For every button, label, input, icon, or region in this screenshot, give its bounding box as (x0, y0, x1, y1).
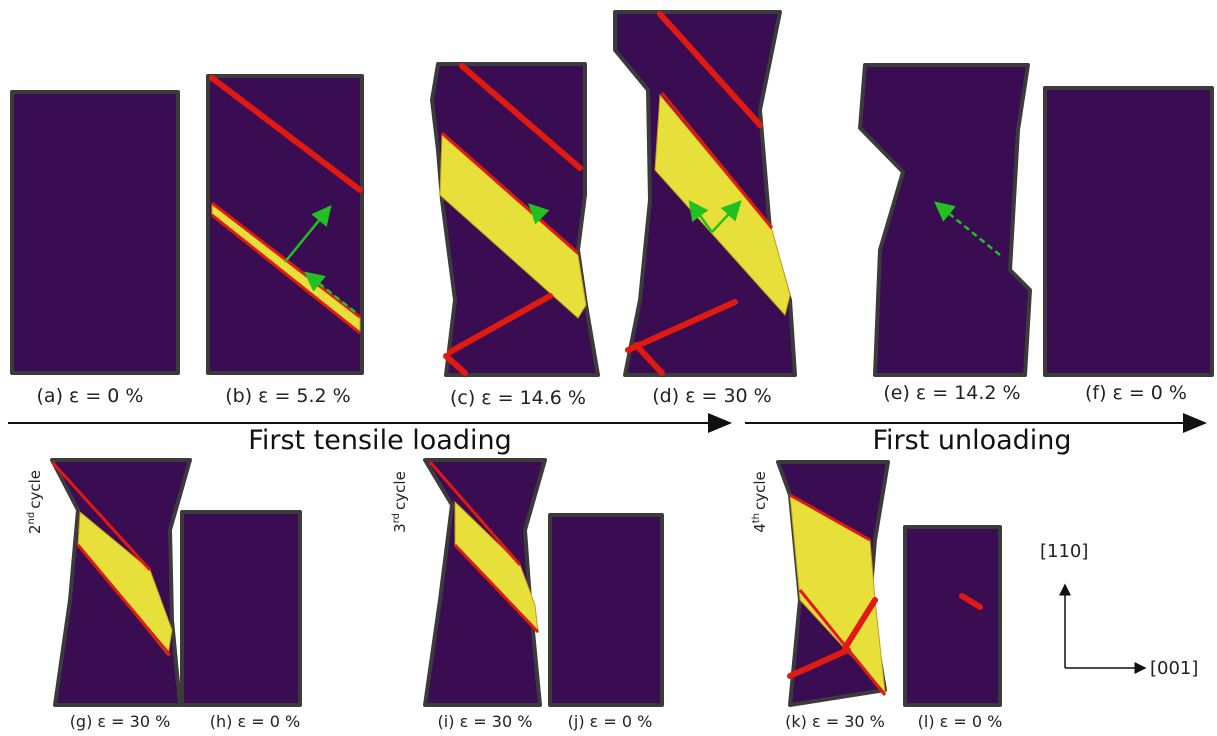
arrow-label: First tensile loading (248, 425, 511, 456)
cycle-word: cycle (26, 470, 44, 509)
panel-label: (i) ε = 30 % (438, 712, 533, 731)
specimen-c (432, 64, 598, 375)
specimen-a (12, 92, 178, 373)
cycle-word: cycle (751, 471, 769, 510)
panel-label: (j) ε = 0 % (568, 712, 653, 731)
cycle-suffix: nd (26, 512, 37, 525)
specimen-k (778, 462, 888, 705)
panel-label: (d) ε = 30 % (652, 385, 771, 407)
panel-label: (c) ε = 14.6 % (450, 387, 586, 409)
panel-label: (k) ε = 30 % (785, 712, 885, 731)
axis-label: [110] (1040, 541, 1088, 562)
specimen-l (905, 527, 1000, 705)
cycle-label: 4th cycle (751, 471, 769, 533)
cycle-label: 3rd cycle (391, 471, 409, 533)
cycle-number: 2 (26, 524, 44, 534)
specimen-b (208, 76, 362, 373)
panel-label: (b) ε = 5.2 % (225, 385, 351, 407)
specimen-e (860, 65, 1030, 375)
panel-label: (a) ε = 0 % (37, 385, 144, 407)
specimen-h (182, 512, 300, 705)
figure: (a) ε = 0 % (b) ε = 5.2 % (c) ε = 14.6 %… (0, 0, 1217, 736)
panel-label: (f) ε = 0 % (1085, 382, 1187, 404)
cycle-number: 3 (391, 523, 409, 533)
cycle-number: 4 (751, 523, 769, 533)
cycle-label: 2nd cycle (26, 470, 44, 534)
cycle-suffix: th (751, 513, 762, 523)
panel-label: (e) ε = 14.2 % (883, 382, 1020, 404)
cycle-suffix: rd (391, 513, 402, 523)
specimen-g (52, 460, 190, 705)
panel-label: (h) ε = 0 % (210, 712, 300, 731)
specimen-j (550, 515, 662, 705)
cycle-word: cycle (391, 471, 409, 510)
specimen-f (1045, 88, 1212, 375)
arrow-label: First unloading (872, 425, 1071, 456)
panel-label: (l) ε = 0 % (918, 712, 1003, 731)
specimen-d (615, 12, 795, 375)
axis-label: [001] (1150, 658, 1198, 679)
specimen-i (425, 460, 545, 705)
panel-label: (g) ε = 30 % (70, 712, 171, 731)
